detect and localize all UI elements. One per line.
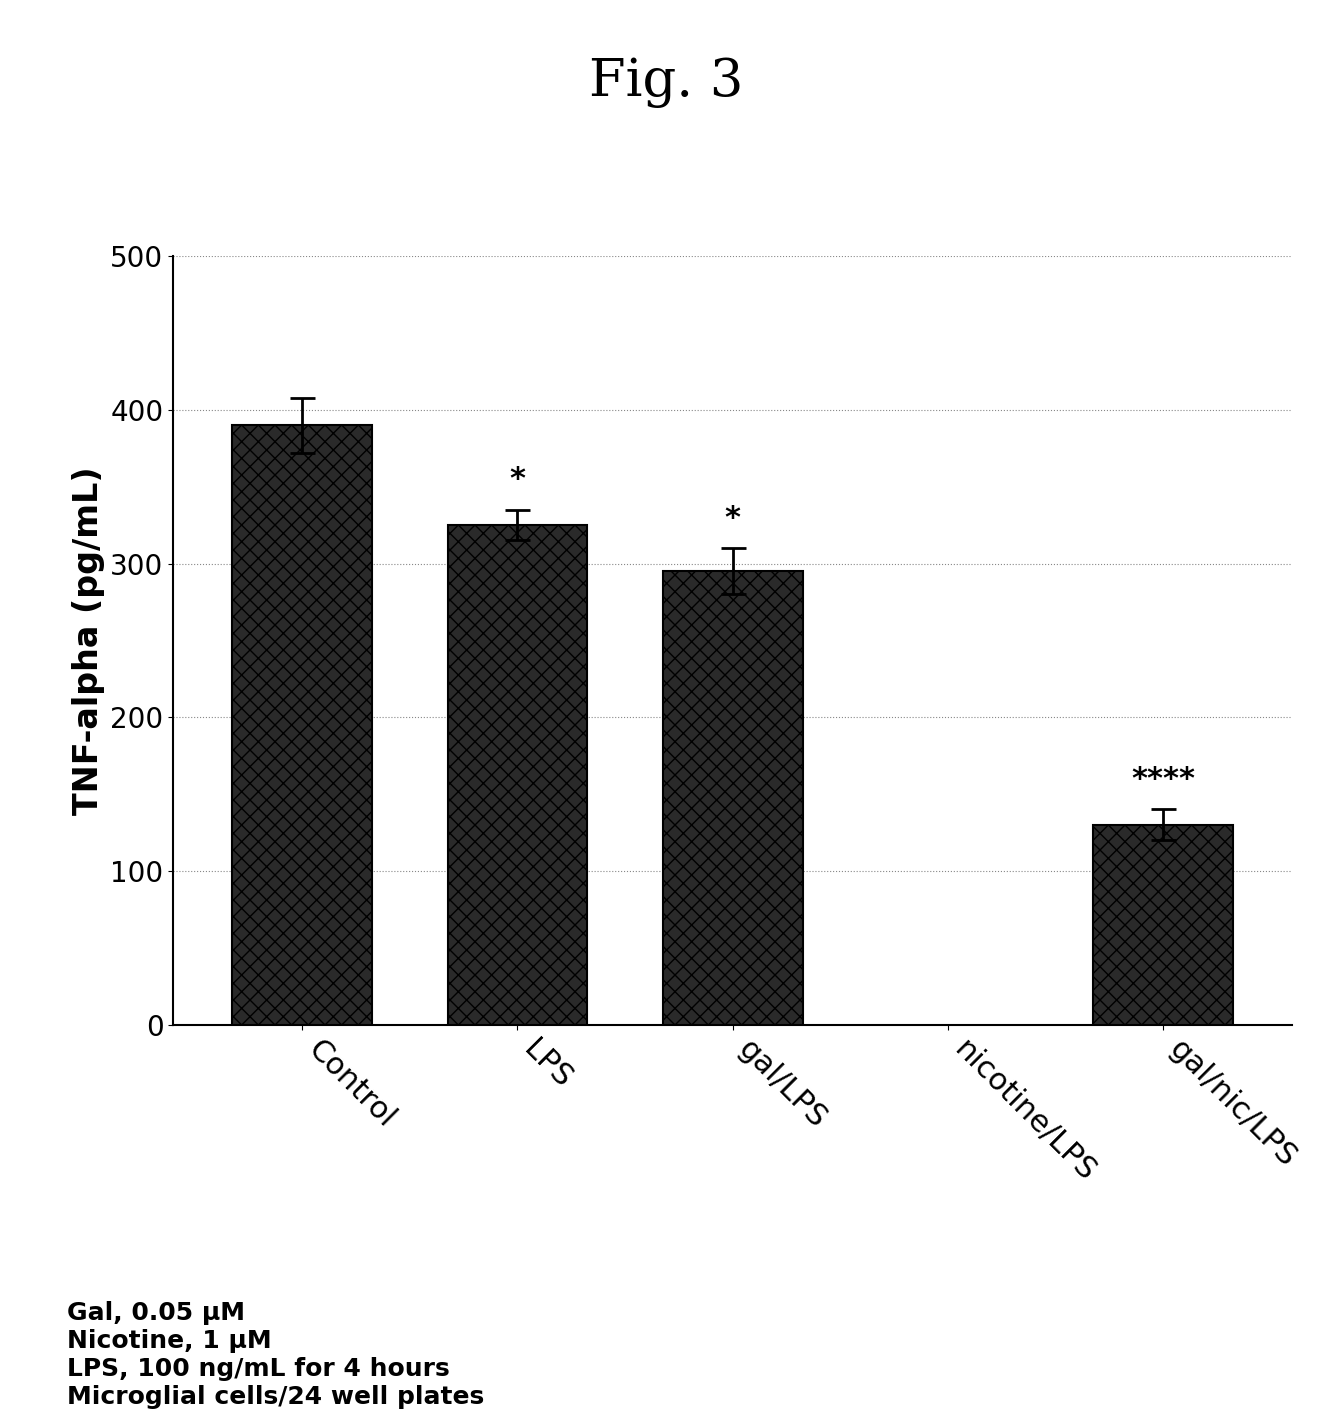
Y-axis label: TNF-alpha (pg/mL): TNF-alpha (pg/mL) <box>72 467 105 814</box>
Bar <box>1094 825 1233 1025</box>
Bar <box>232 425 372 1025</box>
Text: *: * <box>509 465 525 494</box>
Bar <box>663 571 802 1025</box>
Text: ****: **** <box>1131 766 1195 794</box>
Text: Gal, 0.05 μM
Nicotine, 1 μM
LPS, 100 ng/mL for 4 hours
Microglial cells/24 well : Gal, 0.05 μM Nicotine, 1 μM LPS, 100 ng/… <box>67 1302 484 1409</box>
Text: *: * <box>725 504 741 532</box>
Bar <box>448 525 587 1025</box>
Text: Fig. 3: Fig. 3 <box>589 57 743 108</box>
